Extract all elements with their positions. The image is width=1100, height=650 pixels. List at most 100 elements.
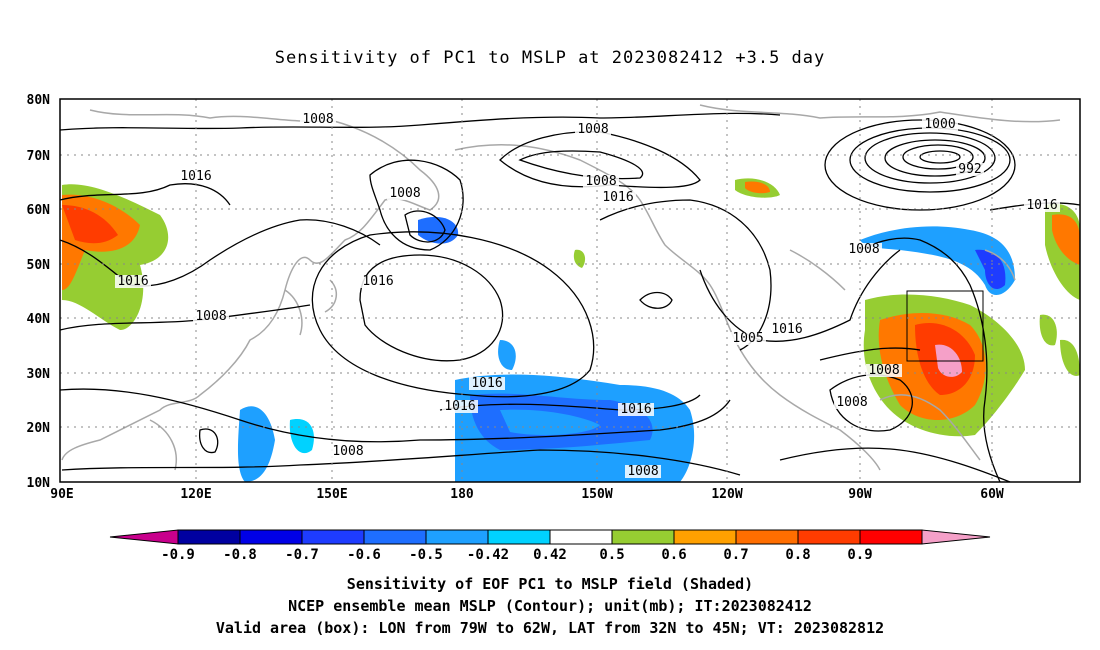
lon-label: 90W: [848, 487, 872, 502]
contour-label-bg: [115, 275, 151, 288]
colorbar-min-arrow: [109, 529, 179, 545]
contour-label: 1008: [302, 112, 333, 127]
caption-line: Valid area (box): LON from 79W to 62W, L…: [215, 619, 885, 637]
colorbar-tick-label: -0.6: [347, 547, 381, 563]
contour-label: 1016: [620, 402, 651, 417]
contour-label: 1008: [389, 186, 420, 201]
map-frame: [59, 98, 1081, 483]
colorbar-labels: -0.9 -0.8 -0.7 -0.6 -0.5 -0.42 0.42 0.5 0.6 0.7 0.…: [161, 547, 873, 563]
chart-title: Sensitivity of PC1 to MSLP at 2023082412…: [274, 48, 826, 68]
lat-label: 60N: [27, 203, 51, 218]
contour-label-bg: [730, 332, 766, 345]
valid-area-box: [906, 290, 984, 362]
map-gridlines: [60, 99, 1080, 482]
colorbar-tick-label: -0.8: [223, 547, 257, 563]
colorbar-swatch: [611, 529, 675, 545]
colorbar-tick-label: 0.8: [785, 547, 810, 563]
lat-label: 40N: [27, 312, 51, 327]
contour-label: 1000: [924, 117, 955, 132]
colorbar-swatch: [797, 529, 861, 545]
colorbar-swatch: [549, 529, 613, 545]
figure-caption: Sensitivity of EOF PC1 to MSLP field (Sh…: [0, 573, 1100, 639]
contour-label-bg: [442, 400, 478, 413]
contour-label: 1016: [117, 274, 148, 289]
lat-label: 20N: [27, 421, 51, 436]
contour-label: 1016: [771, 322, 802, 337]
colorbar-swatch: [859, 529, 923, 545]
lat-label: 80N: [27, 93, 51, 108]
contour-label-bg: [1024, 199, 1060, 212]
colorbar-tick-label: 0.6: [661, 547, 686, 563]
contour-label: 1008: [836, 395, 867, 410]
colorbar-swatch: [363, 529, 427, 545]
colorbar-tick-label: 0.5: [599, 547, 624, 563]
lon-label: 120W: [711, 487, 742, 502]
contour-label: 1016: [444, 399, 475, 414]
contour-label-bg: [834, 396, 870, 409]
mslp-contours: [59, 112, 1081, 483]
contour-label: 1008: [577, 122, 608, 137]
colorbar-swatch: [425, 529, 489, 545]
colorbar-tick-label: -0.9: [161, 547, 195, 563]
lon-axis: 90E 120E 150E 180 150W 120W 90W 60W: [50, 487, 1004, 502]
colorbar-tick-label: 0.42: [533, 547, 567, 563]
colorbar-swatch: [239, 529, 303, 545]
colorbar-tick-label: 0.9: [847, 547, 872, 563]
lon-label: 150E: [316, 487, 347, 502]
contour-label-bg: [769, 323, 805, 336]
contour-label-bg: [922, 118, 958, 131]
colorbar-tick-label: 0.7: [723, 547, 748, 563]
contour-label-bg: [600, 191, 636, 204]
contour-label-bg: [387, 187, 423, 200]
contour-label-bg: [575, 123, 611, 136]
contour-label-bg: [193, 310, 229, 323]
contour-label: 1016: [602, 190, 633, 205]
caption-line: Sensitivity of EOF PC1 to MSLP field (Sh…: [346, 575, 754, 593]
lon-label: 90E: [50, 487, 73, 502]
negative-shade-canada: [860, 226, 1015, 296]
caption-line: NCEP ensemble mean MSLP (Contour); unit(…: [288, 597, 812, 615]
contour-label-bg: [625, 465, 661, 478]
contour-label-bg: [956, 163, 984, 176]
colorbar-swatch: [487, 529, 551, 545]
negative-shade-tropics-west: [237, 406, 275, 482]
contour-label: 992: [958, 162, 981, 177]
lon-label: 180: [450, 487, 474, 502]
colorbar: [109, 529, 991, 545]
lon-label: 120E: [180, 487, 211, 502]
colorbar-max-arrow: [921, 529, 991, 545]
lat-axis: 80N 70N 60N 50N 40N 30N 20N 10N: [27, 93, 51, 491]
colorbar-swatch: [301, 529, 365, 545]
lon-label: 60W: [980, 487, 1004, 502]
contour-labels: 1008 1008 1000 992 1016 1008 1008 1016 1016 1008 1…: [115, 112, 1060, 479]
lat-label: 10N: [27, 476, 51, 491]
colorbar-tick-label: -0.42: [467, 547, 509, 563]
colorbar-swatch: [177, 529, 241, 545]
contour-label: 1008: [195, 309, 226, 324]
contour-label-bg: [866, 364, 902, 377]
contour-label: 1008: [848, 242, 879, 257]
contour-label: 1016: [1026, 198, 1057, 213]
contour-label: 1008: [868, 363, 899, 378]
contour-label-bg: [618, 403, 654, 416]
contour-label-bg: [300, 113, 336, 126]
colorbar-swatch: [735, 529, 799, 545]
sensitivity-shading: [62, 178, 1080, 482]
contour-label: 1016: [362, 274, 393, 289]
contour-label: 1008: [627, 464, 658, 479]
contour-label: 1005: [732, 331, 763, 346]
contour-label-bg: [469, 377, 505, 390]
lat-label: 70N: [27, 149, 51, 164]
contour-label-bg: [330, 445, 366, 458]
contour-label-bg: [360, 275, 396, 288]
contour-label: 1008: [332, 444, 363, 459]
colorbar-swatch: [673, 529, 737, 545]
lon-label: 150W: [581, 487, 612, 502]
contour-label-bg: [846, 243, 882, 256]
contour-label: 1016: [180, 169, 211, 184]
contour-label-bg: [178, 170, 214, 183]
lat-label: 50N: [27, 258, 51, 273]
colorbar-tick-label: -0.5: [409, 547, 443, 563]
contour-label-bg: [583, 175, 619, 188]
